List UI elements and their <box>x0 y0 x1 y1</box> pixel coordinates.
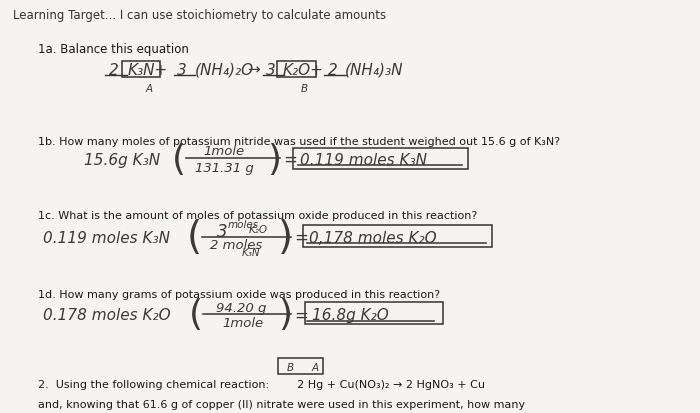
Text: 3: 3 <box>266 63 276 78</box>
Text: =: = <box>294 228 308 247</box>
Text: 16.8g K₂O: 16.8g K₂O <box>312 307 388 322</box>
Text: 2: 2 <box>108 63 118 78</box>
Text: 0.119 moles K₃N: 0.119 moles K₃N <box>300 152 426 167</box>
Text: (: ( <box>189 298 203 332</box>
Text: (: ( <box>172 143 186 177</box>
Text: (NH₄)₃N: (NH₄)₃N <box>345 63 404 78</box>
Text: =: = <box>284 151 298 169</box>
Text: B: B <box>301 83 308 93</box>
Text: =: = <box>294 306 308 324</box>
Text: 1mole: 1mole <box>223 316 264 330</box>
Text: 1mole: 1mole <box>203 144 244 157</box>
Text: 2.  Using the following chemical reaction:        2 Hg + Cu(NO₃)₂ → 2 HgNO₃ + Cu: 2. Using the following chemical reaction… <box>38 379 486 389</box>
Text: 15.6g K₃N: 15.6g K₃N <box>84 152 160 167</box>
Text: 3: 3 <box>217 222 228 240</box>
Text: ): ) <box>278 218 293 256</box>
Text: 2: 2 <box>328 63 337 78</box>
Text: (NH₄)₂O: (NH₄)₂O <box>195 63 253 78</box>
Text: B: B <box>287 362 294 372</box>
Text: 0.178 moles K₂O: 0.178 moles K₂O <box>43 307 171 322</box>
Text: 1c. What is the amount of moles of potassium oxide produced in this reaction?: 1c. What is the amount of moles of potas… <box>38 211 477 221</box>
Text: 1b. How many moles of potassium nitride was used if the student weighed out 15.6: 1b. How many moles of potassium nitride … <box>38 137 561 147</box>
Text: K₂O+: K₂O+ <box>283 63 323 78</box>
Text: 94.20 g: 94.20 g <box>216 301 266 314</box>
Text: (: ( <box>187 218 202 256</box>
Text: Learning Target... I can use stoichiometry to calculate amounts: Learning Target... I can use stoichiomet… <box>13 9 386 22</box>
Text: A: A <box>146 83 153 93</box>
Text: 1d. How many grams of potassium oxide was produced in this reaction?: 1d. How many grams of potassium oxide wa… <box>38 289 440 299</box>
Text: ): ) <box>279 298 293 332</box>
Text: K₂O: K₂O <box>248 225 267 235</box>
Text: →: → <box>247 63 260 78</box>
Text: 0,178 moles K₂O: 0,178 moles K₂O <box>309 230 437 245</box>
Text: 2 moles: 2 moles <box>210 238 262 251</box>
Text: A: A <box>312 362 318 372</box>
Text: 131.31 g: 131.31 g <box>195 162 253 175</box>
Text: 1a. Balance this equation: 1a. Balance this equation <box>38 43 190 56</box>
Text: ): ) <box>267 143 281 177</box>
Text: 3: 3 <box>177 63 187 78</box>
Text: 0.119 moles K₃N: 0.119 moles K₃N <box>43 230 170 245</box>
Text: and, knowing that 61.6 g of copper (II) nitrate were used in this experiment, ho: and, knowing that 61.6 g of copper (II) … <box>38 399 526 408</box>
Text: K₃N: K₃N <box>241 247 260 257</box>
Text: moles: moles <box>228 220 258 230</box>
Text: K₃N+: K₃N+ <box>127 63 167 78</box>
